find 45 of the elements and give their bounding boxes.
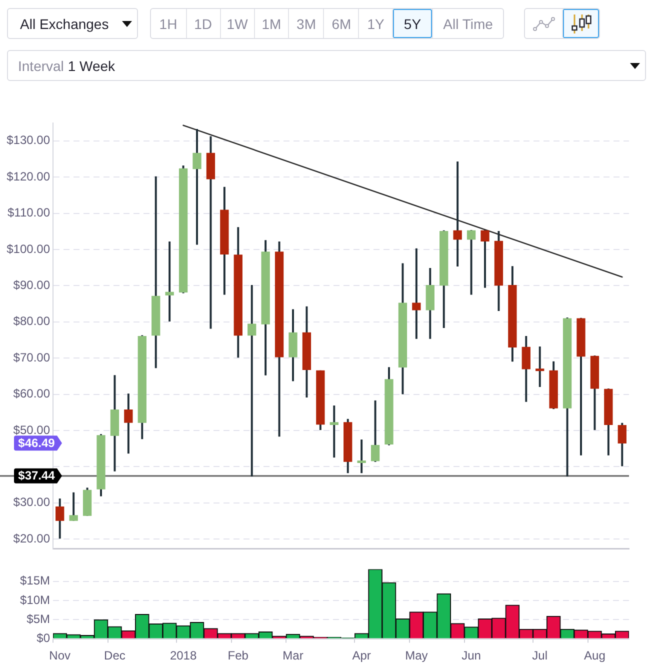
time-range-button[interactable]: 1D [186,9,220,38]
dropdown[interactable]: All Exchanges [7,8,138,39]
x-tick-label: May [405,648,428,662]
x-tick-label: Jun [462,648,481,662]
y-tick-label: $50.00 [13,422,50,437]
x-tick-label: Mar [282,648,304,662]
time-range-button[interactable]: 1W [220,9,254,38]
candlestick [453,162,462,266]
time-range-button[interactable]: 3M [288,9,324,38]
y-tick-label: $130.00 [6,133,50,148]
candlestick [248,284,256,476]
y-tick-label: $110.00 [8,206,50,220]
time-range-button[interactable]: 6M [323,9,358,38]
candlestick [357,440,366,474]
time-range-button[interactable]: 1M [254,9,288,38]
time-range-button[interactable]: All Time [432,9,504,38]
y-tick-label: $20.00 [13,531,50,546]
x-tick-label: Nov [49,648,71,662]
dropdown[interactable]: Interval 1 Week [7,50,646,81]
x-tick-label: Jul [532,648,548,662]
y-tick-label: $90.00 [13,278,50,292]
y-tick-label: $5M [26,612,50,626]
y-tick-label: $60.00 [13,386,50,401]
y-tick-label: $15M [20,574,50,588]
x-tick-label: Dec [104,648,126,662]
ref-line-label: $37.44 [18,468,56,483]
annotation: $46.49 [18,436,56,450]
candlestick [536,346,544,387]
y-tick-label: $120.00 [6,169,50,184]
x-tick-label: Aug [584,648,606,662]
x-tick-label: 2018 [170,648,197,662]
time-range-button[interactable]: 1H [151,9,186,38]
candlestick [165,242,174,322]
y-tick-label: $70.00 [13,350,50,364]
chart-style-button[interactable] [562,9,599,38]
candlestick [412,248,421,339]
y-tick-label: $10M [20,592,50,607]
candlestick [330,406,338,458]
y-tick-label: $100.00 [6,242,50,256]
y-tick-label: $80.00 [13,314,50,328]
y-tick-label: $30.00 [13,495,50,510]
time-range-button[interactable]: 5Y [392,9,432,38]
y-tick-label: $0 [36,631,50,646]
x-tick-label: Apr [352,648,371,662]
x-tick-label: Feb [228,648,249,662]
